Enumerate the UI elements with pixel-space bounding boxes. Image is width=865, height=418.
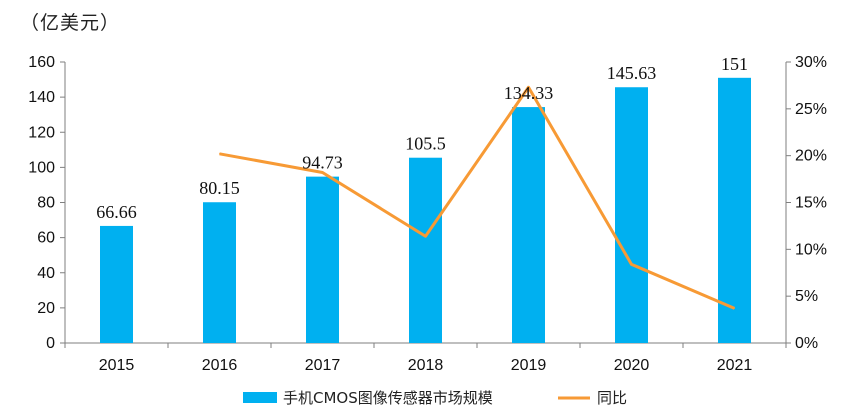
y-right-tick-label: 5% <box>795 288 818 305</box>
bar-2019 <box>512 107 545 343</box>
yoy-point-2019 <box>528 86 529 88</box>
bar-2016 <box>203 202 236 343</box>
y-left-tick-label: 60 <box>37 230 55 247</box>
y-left-tick-label: 20 <box>37 300 55 317</box>
bar-value-label-2017: 94.73 <box>302 153 343 173</box>
bar-2017 <box>306 176 339 343</box>
legend-bar-label: 手机CMOS图像传感器市场规模 <box>283 389 493 407</box>
bar-2021 <box>718 77 751 344</box>
yoy-point-2020 <box>631 263 632 265</box>
bar-value-label-2018: 105.5 <box>405 134 446 154</box>
y-left-tick-label: 80 <box>37 195 55 212</box>
yoy-point-2021 <box>734 307 735 309</box>
y-right-tick-label: 10% <box>795 241 827 258</box>
x-tick-label: 2019 <box>511 357 547 374</box>
bar-value-label-2019: 134.33 <box>504 83 554 103</box>
y-right-tick-label: 15% <box>795 195 827 212</box>
x-tick-label: 2016 <box>202 357 238 374</box>
bar-value-label-2020: 145.63 <box>607 63 657 83</box>
y-left-tick-label: 0 <box>46 335 55 352</box>
y-left-tick-label: 160 <box>28 54 55 71</box>
chart-legend: 手机CMOS图像传感器市场规模 同比 <box>243 389 627 407</box>
y-right-tick-label: 30% <box>795 54 827 71</box>
y-right-tick-label: 0% <box>795 335 818 352</box>
x-tick-label: 2018 <box>408 357 444 374</box>
y-left-tick-label: 100 <box>28 159 55 176</box>
x-tick-label: 2021 <box>717 357 753 374</box>
y-left-tick-label: 140 <box>28 89 55 106</box>
bar-value-label-2015: 66.66 <box>96 202 137 222</box>
yoy-line <box>219 85 736 310</box>
data-labels: 66.66 80.15 94.73 105.5 134.33 145.63 151 <box>96 54 748 222</box>
bar-2015 <box>100 225 133 343</box>
x-tick-label: 2020 <box>614 357 650 374</box>
y-left-tick-label: 40 <box>37 265 55 282</box>
legend-bar-swatch <box>243 392 277 403</box>
bar-value-label-2021: 151 <box>721 54 748 74</box>
chart-axes: 0 20 40 60 80 100 120 140 160 0% 5% 10% 15% 20% 25% 30%… <box>28 54 827 374</box>
y-left-tick-label: 120 <box>28 124 55 141</box>
bar-2018 <box>409 157 442 343</box>
y-right-tick-label: 25% <box>795 101 827 118</box>
bar-2020 <box>615 87 648 344</box>
yoy-point-2016 <box>219 153 220 155</box>
bar-series <box>100 77 751 344</box>
legend-line-label: 同比 <box>597 389 627 407</box>
yoy-point-2018 <box>425 235 426 237</box>
line-series <box>219 85 736 310</box>
x-tick-label: 2015 <box>99 357 135 374</box>
bar-value-label-2016: 80.15 <box>199 178 240 198</box>
y-right-tick-label: 20% <box>795 148 827 165</box>
y-axis-unit-label: （亿美元） <box>20 12 121 34</box>
yoy-point-2017 <box>322 172 323 174</box>
x-tick-label: 2017 <box>305 357 341 374</box>
